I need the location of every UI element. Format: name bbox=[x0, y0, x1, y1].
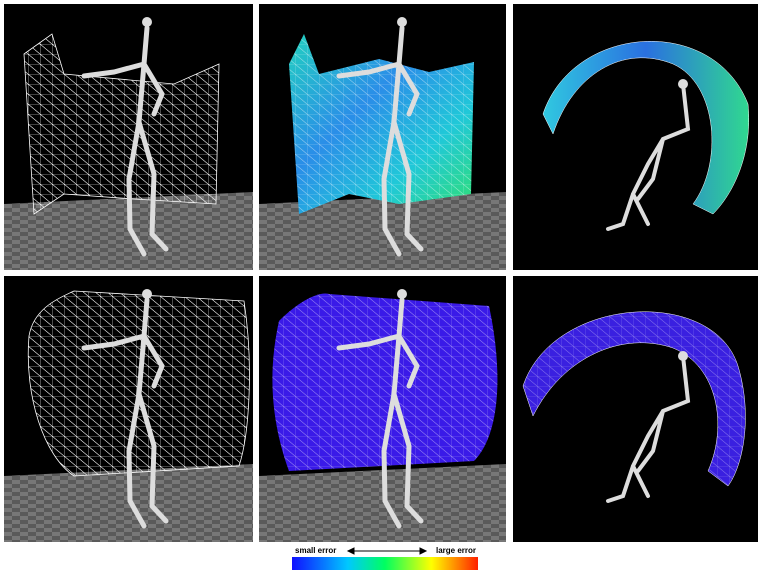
figure: small error large error bbox=[0, 0, 758, 572]
panel bbox=[4, 276, 253, 542]
colorbar-low-label: small error bbox=[295, 546, 336, 555]
page: {"colorbar": {"low_label": "small error"… bbox=[0, 0, 758, 572]
panel bbox=[513, 276, 758, 542]
colorbar bbox=[292, 557, 478, 570]
panel bbox=[259, 276, 506, 542]
panel bbox=[4, 4, 253, 270]
colorbar-arrow bbox=[348, 548, 426, 554]
panel bbox=[513, 4, 758, 270]
panel bbox=[259, 4, 506, 270]
colorbar-high-label: large error bbox=[436, 546, 476, 555]
